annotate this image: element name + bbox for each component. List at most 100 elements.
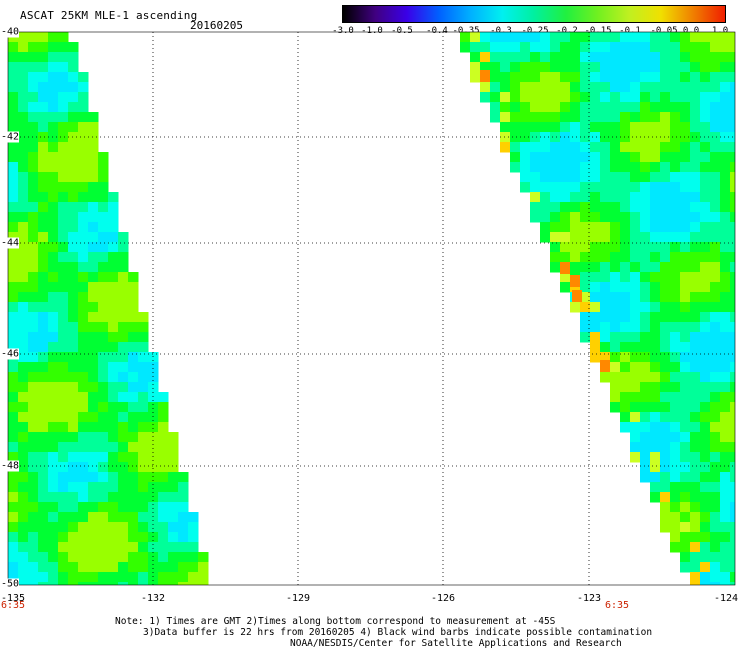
color-scale-cell bbox=[370, 6, 372, 22]
swath-cell bbox=[670, 102, 681, 113]
swath-cell bbox=[88, 282, 99, 293]
swath-cell bbox=[168, 542, 179, 553]
swath-cell bbox=[18, 272, 29, 283]
swath-cell bbox=[138, 512, 149, 523]
pass-time-right: 6:35 bbox=[604, 600, 630, 611]
swath-cell bbox=[108, 232, 119, 243]
swath-cell bbox=[68, 482, 79, 493]
swath-cell bbox=[148, 362, 159, 373]
swath-cell bbox=[690, 122, 701, 133]
swath-cell bbox=[58, 472, 69, 483]
swath-cell bbox=[38, 112, 49, 123]
swath-cell bbox=[28, 82, 39, 93]
swath-cell bbox=[560, 242, 571, 253]
color-scale-label: -0.2 bbox=[556, 26, 578, 36]
swath-cell bbox=[98, 182, 109, 193]
swath-cell bbox=[18, 352, 29, 363]
swath-cell bbox=[28, 162, 39, 173]
swath-cell bbox=[680, 182, 691, 193]
swath-cell bbox=[590, 72, 601, 83]
swath-cell bbox=[570, 52, 581, 63]
swath-cell bbox=[78, 312, 89, 323]
color-scale-cell bbox=[658, 6, 660, 22]
color-scale-cell bbox=[589, 6, 591, 22]
color-scale-cell bbox=[492, 6, 494, 22]
swath-cell bbox=[590, 202, 601, 213]
color-scale-cell bbox=[356, 6, 358, 22]
swath-cell bbox=[28, 212, 39, 223]
swath-cell bbox=[98, 372, 109, 383]
swath-cell bbox=[18, 252, 29, 263]
color-scale-cell bbox=[710, 6, 712, 22]
swath-cell bbox=[650, 272, 661, 283]
swath-cell bbox=[148, 442, 159, 453]
swath-cell bbox=[630, 282, 641, 293]
swath-cell bbox=[620, 402, 631, 413]
swath-cell bbox=[580, 72, 591, 83]
color-scale-cell bbox=[439, 6, 441, 22]
swath-cell bbox=[690, 422, 701, 433]
swath-cell bbox=[550, 202, 561, 213]
swath-cell bbox=[720, 432, 731, 443]
swath-cell bbox=[68, 562, 79, 573]
swath-cell bbox=[620, 352, 631, 363]
swath-cell bbox=[58, 382, 69, 393]
swath-cell bbox=[148, 432, 159, 443]
swath-cell bbox=[560, 212, 571, 223]
swath-cell bbox=[18, 412, 29, 423]
swath-cell bbox=[660, 322, 671, 333]
swath-cell bbox=[18, 392, 29, 403]
swath-cell bbox=[28, 552, 39, 563]
swath-cell bbox=[630, 442, 641, 453]
swath-cell bbox=[138, 342, 149, 353]
color-scale-cell bbox=[562, 6, 564, 22]
swath-cell bbox=[660, 232, 671, 243]
swath-cell bbox=[78, 332, 89, 343]
swath-cell bbox=[480, 42, 491, 53]
swath-cell bbox=[58, 122, 69, 133]
swath-cell bbox=[98, 442, 109, 453]
swath-cell bbox=[490, 42, 501, 53]
swath-cell bbox=[128, 532, 139, 543]
swath-cell bbox=[78, 232, 89, 243]
swath-cell bbox=[580, 92, 591, 103]
swath-cell bbox=[730, 422, 735, 433]
swath-cell bbox=[148, 352, 159, 363]
color-scale-cell bbox=[474, 6, 476, 22]
swath-cell bbox=[540, 102, 551, 113]
swath-cell bbox=[620, 142, 631, 153]
swath-cell bbox=[630, 82, 641, 93]
swath-cell bbox=[660, 302, 671, 313]
swath-cell bbox=[730, 222, 735, 233]
swath-cell bbox=[530, 172, 541, 183]
swath-cell bbox=[470, 52, 481, 63]
color-scale-cell bbox=[701, 6, 703, 22]
swath-cell bbox=[650, 182, 661, 193]
swath-cell bbox=[510, 152, 521, 163]
swath-cell bbox=[38, 292, 49, 303]
swath-cell bbox=[560, 102, 571, 113]
swath-cell bbox=[660, 482, 671, 493]
swath-cell bbox=[98, 262, 109, 273]
swath-cell bbox=[700, 502, 711, 513]
swath-cell bbox=[38, 212, 49, 223]
swath-cell bbox=[590, 312, 601, 323]
swath-cell bbox=[18, 562, 29, 573]
swath-cell bbox=[550, 32, 561, 43]
swath-cell bbox=[720, 412, 731, 423]
swath-cell bbox=[540, 72, 551, 83]
color-scale-cell bbox=[490, 6, 492, 22]
swath-cell bbox=[118, 512, 129, 523]
swath-cell bbox=[28, 452, 39, 463]
swath-cell bbox=[650, 212, 661, 223]
color-scale-cell bbox=[599, 6, 601, 22]
color-scale-cell bbox=[434, 6, 436, 22]
swath-cell bbox=[700, 112, 711, 123]
swath-cell bbox=[28, 222, 39, 233]
swath-cell bbox=[28, 372, 39, 383]
swath-cell bbox=[730, 362, 735, 373]
swath-cell bbox=[630, 112, 641, 123]
swath-cell bbox=[710, 62, 721, 73]
swath-cell bbox=[88, 382, 99, 393]
swath-cell bbox=[700, 312, 711, 323]
